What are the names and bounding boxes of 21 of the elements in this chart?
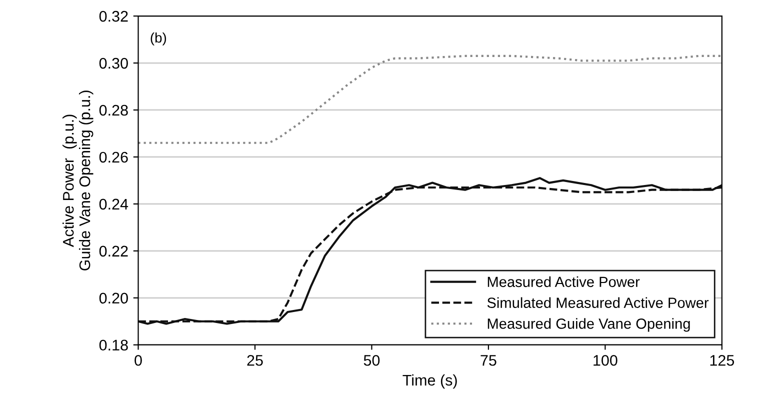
y-tick-label: 0.24 xyxy=(99,198,128,210)
x-tick-label: 50 xyxy=(364,354,380,366)
annotation: (b) xyxy=(150,32,166,46)
y-tick-label: 0.22 xyxy=(99,246,128,257)
x-tick-label: 25 xyxy=(247,354,263,366)
x-tick-label: 0 xyxy=(134,354,142,366)
legend-label: Measured Guide Vane Opening xyxy=(488,318,690,332)
x-axis-title: Time (s) xyxy=(402,374,457,389)
y-tick-label: 0.18 xyxy=(99,340,128,351)
line-series xyxy=(138,54,722,144)
x-tick-label: 75 xyxy=(480,355,496,366)
x-tick-label: 125 xyxy=(710,354,734,366)
y-tick-label: 0.32 xyxy=(99,10,128,22)
y-tick-label: 0.30 xyxy=(99,58,128,69)
y-axis-title: Active Power (p.u.) Guide Vane Opening (p.u.) xyxy=(62,90,94,270)
y-tick-label: 0.20 xyxy=(99,292,128,304)
legend-label: Measured Active Power xyxy=(488,276,640,288)
y-tick-label: 0.28 xyxy=(99,104,128,116)
legend-label: Simulated Measured Active Power xyxy=(487,297,709,308)
x-tick-label: 100 xyxy=(594,354,618,366)
y-tick-label: 0.26 xyxy=(99,152,128,163)
